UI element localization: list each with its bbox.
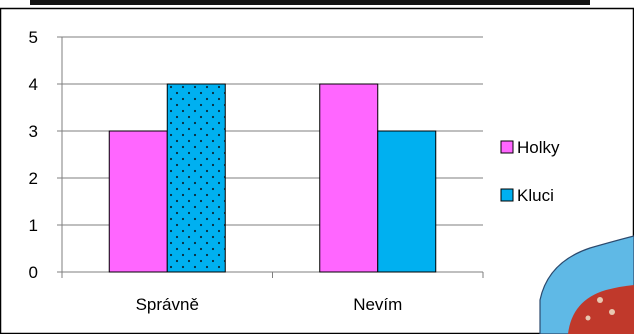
x-category-label: Správně [136, 295, 199, 314]
y-tick-label: 5 [29, 28, 38, 47]
bar-kluci-0 [166, 83, 226, 273]
legend: Holky Kluci [500, 138, 560, 205]
legend-swatch-kluci [500, 188, 514, 202]
chart-border [0, 7, 634, 334]
bar-holky-0 [108, 130, 168, 273]
y-tick-labels: 0 1 2 3 4 5 [29, 28, 38, 282]
bars [108, 83, 437, 273]
cropped-decorative-image [539, 235, 634, 334]
bar-kluci-1 [377, 130, 437, 273]
y-tick-label: 4 [29, 75, 38, 94]
y-tick-label: 3 [29, 122, 38, 141]
y-tick-label: 0 [29, 263, 38, 282]
y-tick-label: 2 [29, 169, 38, 188]
legend-label-kluci: Kluci [517, 186, 554, 205]
legend-swatch-holky [500, 140, 514, 154]
x-category-label: Nevím [353, 295, 402, 314]
bar-holky-1 [319, 83, 379, 273]
y-tick-label: 1 [29, 216, 38, 235]
legend-label-holky: Holky [517, 138, 560, 157]
x-category-labels: Správně Nevím [136, 295, 403, 314]
cropped-title-fragment [30, 0, 590, 5]
